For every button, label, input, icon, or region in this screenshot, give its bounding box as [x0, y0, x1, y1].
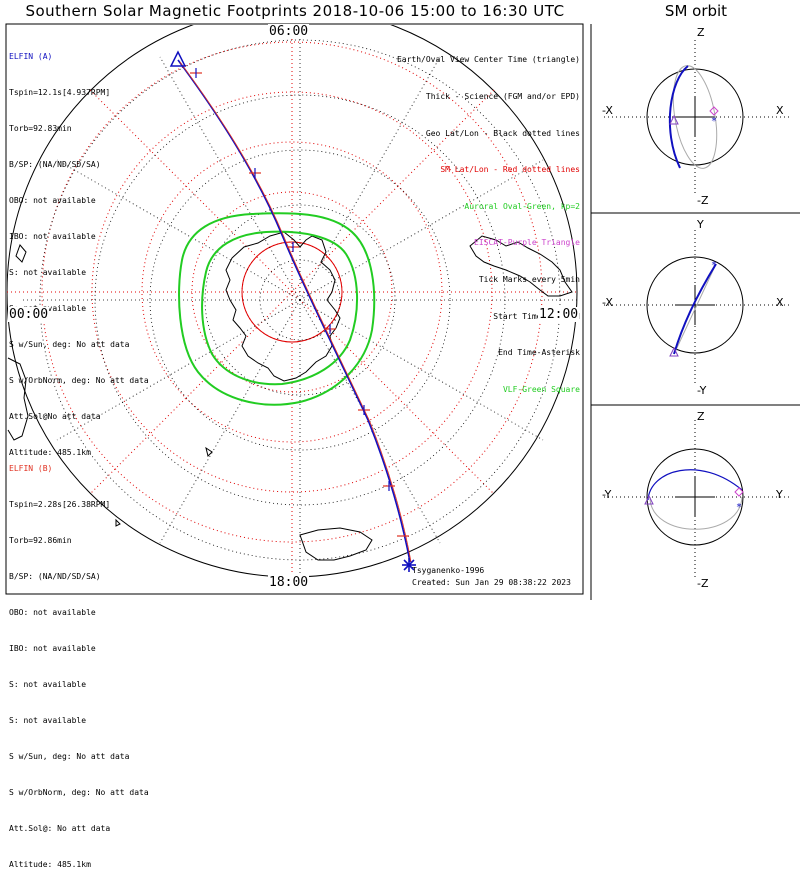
orbit-panel-xz: *	[604, 40, 790, 194]
elfin-b-line: Altitude: 485.1km	[9, 860, 91, 869]
mlt-label-right: 12:00	[538, 307, 580, 322]
elfin-b-line: B/SP: (NA/ND/SD/SA)	[9, 572, 101, 581]
orbit-title: SM orbit	[664, 2, 728, 20]
model-label: Tsyganenko-1996	[412, 566, 485, 575]
australia-coastline	[7, 357, 29, 441]
map-legend: Earth/Oval View Center Time (triangle) T…	[397, 30, 580, 408]
elfin-a-line: Torb=92.83min	[9, 124, 72, 133]
south-america-coastline	[469, 235, 573, 297]
elfin-a-line: S: not available	[9, 268, 87, 277]
elfin-b-line: S w/Sun, deg: No att data	[9, 752, 130, 761]
legend-item: EISCAT-Purple Triangle	[474, 238, 580, 248]
legend-item: Geo Lat/Lon - Black dotted lines	[425, 128, 580, 138]
elfin-a-line: S w/Sun, deg: No att data	[9, 340, 130, 349]
legend-item: Tick Marks every 5min	[478, 275, 580, 285]
elfin-a-line: Att.Sol@No att data	[9, 412, 101, 421]
orbit-xy-up-label: Y	[697, 218, 704, 231]
svg-text:*: *	[736, 502, 742, 513]
orbit-yz-left-label: -Y	[602, 488, 612, 501]
auroral-oval	[178, 212, 376, 406]
elfin-b-line: S: not available	[9, 716, 87, 725]
elfin-b-line: Tspin=2.28s[26.38RPM]	[9, 500, 111, 509]
elfin-b-line: OBO: not available	[9, 608, 96, 617]
legend-item: VLF-Green Square	[502, 384, 580, 394]
orbit-xz-up-label: Z	[697, 26, 705, 39]
created-label: Created: Sun Jan 29 08:38:22 2023	[412, 578, 571, 587]
orbit-panel-xy: *	[591, 212, 800, 385]
mlt-label-top: 06:00	[268, 24, 310, 39]
orbit-xz-right-label: X	[776, 104, 784, 117]
orbit-yz-up-label: Z	[697, 410, 705, 423]
antarctica-coastline	[225, 231, 341, 382]
legend-item: End Time-Asterisk	[498, 348, 580, 358]
africa-coastline	[299, 527, 373, 561]
orbit-panel-yz: *	[591, 404, 800, 580]
elfin-a-line: OBO: not available	[9, 196, 96, 205]
geo-longitude-lines	[20, 25, 580, 580]
elfin-a-line: S w/OrbNorm, deg: No att data	[9, 376, 149, 385]
elfin-b-line: S w/OrbNorm, deg: No att data	[9, 788, 149, 797]
view-center-triangle	[169, 50, 187, 67]
orbit-xy-left-label: -X	[602, 296, 613, 309]
elfin-b-line: S: not available	[9, 680, 87, 689]
elfin-a-line: B/SP: (NA/ND/SD/SA)	[9, 160, 101, 169]
svg-text:*: *	[711, 116, 717, 127]
elfin-a-line: Tspin=12.1s[4.937RPM]	[9, 88, 111, 97]
track-tick-marks-a	[195, 68, 390, 491]
orbit-xz-down-label: -Z	[697, 194, 709, 207]
plot-title: Southern Solar Magnetic Footprints 2018-…	[25, 2, 565, 20]
elfin-b-line: Torb=92.86min	[9, 536, 72, 545]
track-tick-marks	[190, 72, 409, 537]
elfin-a-name: ELFIN (A)	[9, 52, 53, 61]
legend-item: SM Lat/Lon - Red dotted lines	[440, 165, 580, 175]
legend-item: Auroral Oval-Green, kp=2	[464, 201, 580, 211]
orbit-xy-down-label: -Y	[697, 384, 707, 397]
island-coastline	[15, 244, 213, 527]
footprint-map: * * *	[5, 23, 800, 600]
elfin-b-track	[179, 61, 412, 563]
legend-item: Earth/Oval View Center Time (triangle)	[396, 55, 580, 65]
orbit-xz-left-label: -X	[602, 104, 613, 117]
orbit-yz-right-label: Y	[776, 488, 783, 501]
sm-pole-circle	[241, 241, 343, 343]
elfin-b-name: ELFIN (B)	[9, 464, 53, 473]
sm-longitude-lines	[7, 25, 577, 577]
elfin-a-info: ELFIN (A) Tspin=12.1s[4.937RPM] Torb=92.…	[9, 27, 149, 471]
mlt-label-bottom: 18:00	[268, 575, 310, 590]
elfin-b-info: ELFIN (B) Tspin=2.28s[26.38RPM] Torb=92.…	[9, 439, 149, 883]
elfin-a-line: IBO: not available	[9, 232, 96, 241]
mlt-label-left: 00:00	[8, 307, 50, 322]
orbit-yz-down-label: -Z	[697, 577, 709, 590]
legend-item: Thick - Science (FGM and/or EPD)	[425, 92, 580, 102]
orbit-xy-right-label: X	[776, 296, 784, 309]
elfin-a-line: Altitude: 485.1km	[9, 448, 91, 457]
elfin-b-line: IBO: not available	[9, 644, 96, 653]
svg-text:*: *	[711, 260, 717, 271]
elfin-b-line: Att.Sol@: No att data	[9, 824, 111, 833]
end-asterisk	[402, 558, 416, 572]
